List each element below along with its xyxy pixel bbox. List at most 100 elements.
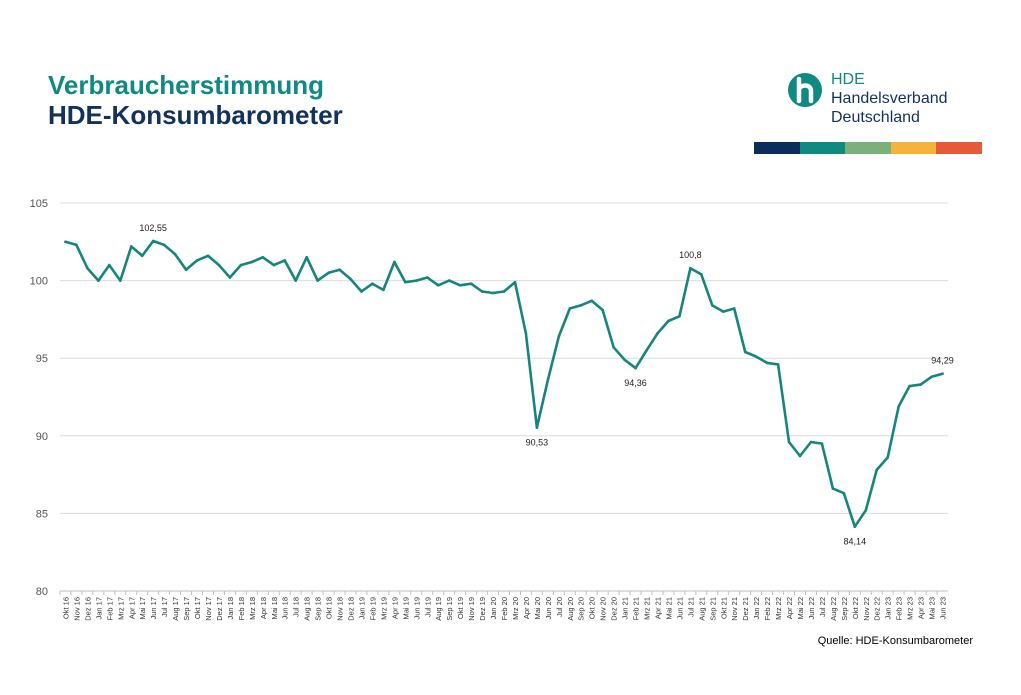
data-point xyxy=(86,266,89,270)
x-tick-label: Apr 17 xyxy=(127,597,136,619)
data-point xyxy=(294,279,298,282)
data-point xyxy=(689,266,692,270)
x-tick-label: Sep 22 xyxy=(840,597,849,621)
data-point xyxy=(108,263,111,267)
x-tick-label: Okt 21 xyxy=(719,597,728,619)
data-point xyxy=(404,280,407,284)
brand-color-segment xyxy=(799,142,846,154)
x-tick-label: Sep 17 xyxy=(182,597,191,621)
data-point xyxy=(535,426,539,429)
x-tick-label: Sep 19 xyxy=(445,597,454,621)
data-point xyxy=(469,282,473,286)
data-point xyxy=(371,282,374,286)
data-point xyxy=(579,304,583,307)
data-point xyxy=(601,308,604,312)
x-tick-label: Aug 19 xyxy=(434,597,443,621)
x-tick-label: Jan 22 xyxy=(752,597,761,620)
data-point xyxy=(360,290,363,293)
x-tick-label: Jun 19 xyxy=(412,597,421,620)
data-point xyxy=(250,260,254,264)
x-tick-label: Apr 20 xyxy=(522,597,531,619)
data-point xyxy=(831,487,835,490)
data-point xyxy=(184,268,188,272)
data-point xyxy=(261,256,265,259)
data-point xyxy=(316,279,319,282)
x-tick-label: Aug 21 xyxy=(697,597,706,621)
x-tick-label: Mrz 18 xyxy=(248,597,257,620)
x-tick-label: Feb 19 xyxy=(368,597,377,620)
data-point xyxy=(568,307,572,310)
x-tick-label: Mai 17 xyxy=(138,597,147,620)
brand-color-bar xyxy=(754,142,982,154)
x-tick-label: Jun 18 xyxy=(281,597,290,620)
x-tick-label: Apr 19 xyxy=(390,597,399,619)
data-point xyxy=(414,279,418,282)
data-point xyxy=(853,525,857,529)
x-tick-label: Feb 22 xyxy=(763,597,772,620)
data-point xyxy=(623,358,626,362)
x-tick-label: Feb 23 xyxy=(895,597,904,620)
data-point xyxy=(272,263,276,267)
logo-line1: Handelsverband xyxy=(831,90,948,107)
data-point xyxy=(700,273,703,276)
data-point xyxy=(765,361,769,365)
x-tick-label: Mrz 23 xyxy=(906,597,915,620)
x-tick-label: Feb 20 xyxy=(500,597,509,620)
data-point xyxy=(546,378,550,382)
x-tick-label: Dez 22 xyxy=(873,597,882,621)
data-point xyxy=(480,290,484,293)
data-point xyxy=(820,442,824,445)
data-point xyxy=(787,440,791,444)
x-tick-label: Mrz 19 xyxy=(379,597,388,620)
data-point xyxy=(195,259,199,262)
y-tick-label: 90 xyxy=(36,431,48,443)
x-tick-label: Jun 23 xyxy=(939,597,948,620)
data-point xyxy=(930,375,933,379)
x-tick-label: Jun 22 xyxy=(807,597,816,620)
data-label: 90,53 xyxy=(526,438,549,448)
data-point xyxy=(140,254,144,258)
data-point xyxy=(524,332,528,335)
x-tick-label: Mrz 22 xyxy=(774,597,783,620)
x-tick-label: Nov 16 xyxy=(72,597,81,621)
x-tick-label: Okt 19 xyxy=(456,597,465,619)
data-point xyxy=(491,291,495,295)
x-tick-label: Nov 22 xyxy=(862,597,871,621)
title-block: Verbraucherstimmung HDE-Konsumbarometer xyxy=(48,70,343,130)
x-tick-label: Apr 22 xyxy=(785,597,794,619)
data-point xyxy=(228,276,232,279)
x-tick-label: Apr 21 xyxy=(653,597,662,619)
data-point xyxy=(382,288,385,292)
x-tick-label: Jan 19 xyxy=(357,597,366,620)
x-tick-label: Feb 18 xyxy=(237,597,246,620)
x-tick-label: Okt 16 xyxy=(61,597,70,619)
data-point xyxy=(97,279,100,282)
data-point xyxy=(842,491,846,495)
data-point xyxy=(919,383,922,386)
data-point xyxy=(173,252,177,256)
data-point xyxy=(436,283,440,287)
x-tick-label: Mrz 20 xyxy=(511,597,520,620)
hde-h-logo-icon xyxy=(788,73,822,107)
x-tick-label: Nov 20 xyxy=(599,597,608,621)
data-point xyxy=(239,263,243,267)
logo-line2: Deutschland xyxy=(831,109,920,126)
x-tick-label: Nov 19 xyxy=(467,597,476,621)
x-tick-label: Jun 21 xyxy=(675,597,684,620)
x-tick-label: Apr 18 xyxy=(259,597,268,619)
data-point xyxy=(129,245,133,248)
chart-title: Verbraucherstimmung xyxy=(48,70,324,100)
x-tick-label: Aug 17 xyxy=(171,597,180,621)
x-tick-label: Mai 19 xyxy=(401,597,410,620)
data-point xyxy=(447,279,451,282)
data-point xyxy=(327,271,330,275)
hde-logo: HDE Handelsverband Deutschland xyxy=(787,70,987,132)
logo-text: HDE Handelsverband Deutschland xyxy=(831,70,948,127)
data-point xyxy=(513,280,517,284)
data-point xyxy=(941,372,944,376)
data-point xyxy=(776,363,780,366)
data-point xyxy=(393,260,396,264)
x-tick-label: Mrz 21 xyxy=(643,597,652,620)
x-tick-label: Mai 23 xyxy=(928,597,937,620)
